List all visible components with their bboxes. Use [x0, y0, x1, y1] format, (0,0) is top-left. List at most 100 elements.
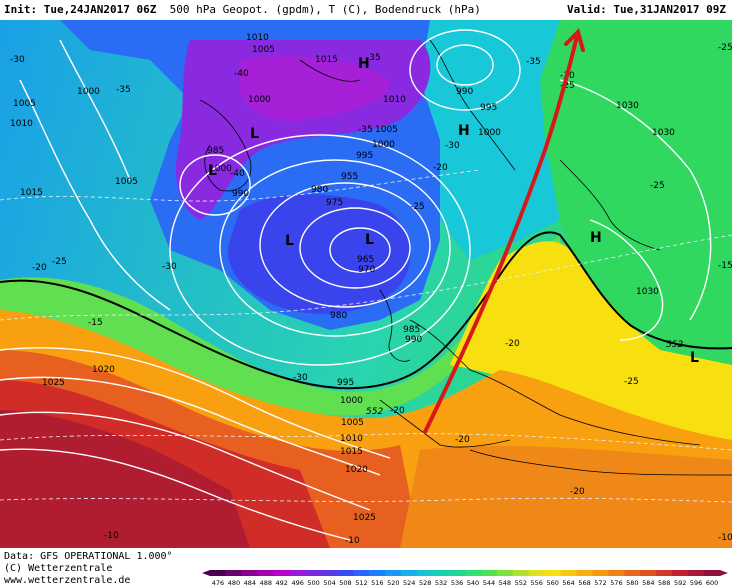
temperature-label: -30	[445, 141, 460, 151]
temperature-label: -25	[718, 43, 732, 53]
legend-swatch	[433, 570, 450, 576]
high-pressure-symbol: H	[458, 123, 470, 139]
pressure-label: 1010	[340, 434, 363, 444]
legend-tick-label: 580	[626, 579, 638, 587]
isotherms	[0, 169, 732, 503]
pressure-label: 980	[330, 311, 347, 321]
yellow-band	[450, 241, 732, 440]
temperature-label: -25	[52, 257, 67, 267]
orange-south	[400, 445, 732, 548]
pressure-label: 1030	[616, 101, 639, 111]
legend-swatch	[289, 570, 307, 576]
pressure-label: 1000	[372, 140, 395, 150]
legend-swatch	[210, 570, 227, 576]
pressure-label: 970	[358, 265, 375, 275]
temperature-label: -20	[390, 406, 405, 416]
pale-green-band	[0, 235, 560, 416]
legend-swatch	[576, 570, 593, 576]
pressure-label: 1025	[42, 378, 65, 388]
temperature-label: -30	[10, 55, 25, 65]
low-pressure-symbol: L	[365, 232, 374, 248]
pressure-label: 1025	[353, 513, 376, 523]
map-title: 500 hPa Geopot. (gpdm), T (C), Bodendruc…	[169, 3, 481, 16]
legend-swatch	[385, 570, 402, 576]
temperature-label: -30	[162, 262, 177, 272]
legend-tick-label: 592	[674, 579, 686, 587]
legend-swatch	[369, 570, 386, 576]
legend-swatch	[512, 570, 530, 576]
temperature-label: -10	[718, 533, 732, 543]
pressure-label: 1000	[340, 396, 363, 406]
legend-swatch	[321, 570, 338, 576]
pressure-label: 955	[341, 172, 358, 182]
legend-swatch	[672, 570, 689, 576]
legend-tick-label: 572	[594, 579, 606, 587]
legend-tick-label: 496	[291, 579, 303, 587]
legend-tick-label: 556	[531, 579, 543, 587]
legend-tick-label: 508	[339, 579, 351, 587]
pressure-label: 1030	[652, 128, 675, 138]
temperature-label: -25	[624, 377, 639, 387]
legend-swatch	[528, 570, 546, 576]
pressure-label: 1015	[340, 447, 363, 457]
legend-tick-label: 600	[706, 579, 718, 587]
temperature-label: -20	[32, 263, 47, 273]
legend-tick-label: 520	[387, 579, 399, 587]
pressure-label: 1010	[10, 119, 33, 129]
pressure-label: 1000	[248, 95, 271, 105]
forecast-map: 1010 1005 1015 1000 990 995 1000 1010 10…	[0, 20, 732, 548]
legend-tick-label: 524	[403, 579, 415, 587]
legend-tick-label: 568	[578, 579, 590, 587]
legend-swatch	[257, 570, 275, 576]
legend-swatch	[560, 570, 578, 576]
temperature-label: -20	[505, 339, 520, 349]
legend-swatch	[688, 570, 705, 576]
copyright: (C) Wetterzentrale	[4, 563, 113, 574]
legend-swatch	[273, 570, 291, 576]
temperature-label: -10	[345, 536, 360, 546]
pressure-label: 965	[357, 255, 374, 265]
temperature-label: -30	[293, 373, 308, 383]
pressure-labels: 1010 1005 1015 1000 990 995 1000 1010 10…	[10, 33, 675, 523]
pressure-label: 1020	[345, 465, 368, 475]
pressure-label: 1005	[115, 177, 138, 187]
legend-swatch	[640, 570, 657, 576]
temperature-label: -20	[570, 487, 585, 497]
legend-labels: 476 480 484 488 492 496 500 504 508 512 516 520 524 5…	[212, 579, 718, 587]
map-header: Init: Tue,24JAN2017 06Z 500 hPa Geopot. …	[0, 0, 732, 20]
pressure-label: 1005	[252, 45, 275, 55]
legend-tick-label: 576	[610, 579, 622, 587]
high-pressure-symbol: H	[590, 230, 602, 246]
legend-arrow-left	[202, 570, 210, 576]
temperature-label: -35	[116, 85, 131, 95]
pressure-label: 995	[337, 378, 354, 388]
temperature-label: -35	[366, 53, 381, 63]
pressure-label: 985	[207, 146, 224, 156]
geopotential-552-line	[0, 231, 732, 390]
legend-swatch	[241, 570, 259, 576]
legend-swatch	[225, 570, 243, 576]
pressure-label: 1000	[209, 164, 232, 174]
legend-swatch	[417, 570, 434, 576]
legend-swatch	[624, 570, 641, 576]
pressure-label: 985	[403, 325, 420, 335]
temperature-label: -25	[650, 181, 665, 191]
legend-swatch	[544, 570, 562, 576]
pressure-label: 1010	[246, 33, 269, 43]
legend-tick-label: 476	[212, 579, 224, 587]
violet-core	[240, 56, 390, 121]
legend-tick-label: 500	[307, 579, 319, 587]
legend-swatch	[337, 570, 354, 576]
low-pressure-symbol: L	[208, 163, 217, 179]
pressure-label: 1030	[636, 287, 659, 297]
geopotential-552-label: 552	[666, 340, 683, 350]
legend-tick-label: 548	[499, 579, 511, 587]
map-footer: Data: GFS OPERATIONAL 1.000° (C) Wetterz…	[0, 548, 732, 587]
legend-tick-label: 584	[642, 579, 654, 587]
pressure-label: 1015	[315, 55, 338, 65]
red-arrow-annotation	[423, 28, 585, 434]
colour-scale-legend: 476 480 484 488 492 496 500 504 508 512 516 520 524 5…	[202, 570, 728, 587]
legend-tick-label: 540	[467, 579, 479, 587]
legend-tick-label: 516	[371, 579, 383, 587]
pressure-label: 1020	[92, 365, 115, 375]
